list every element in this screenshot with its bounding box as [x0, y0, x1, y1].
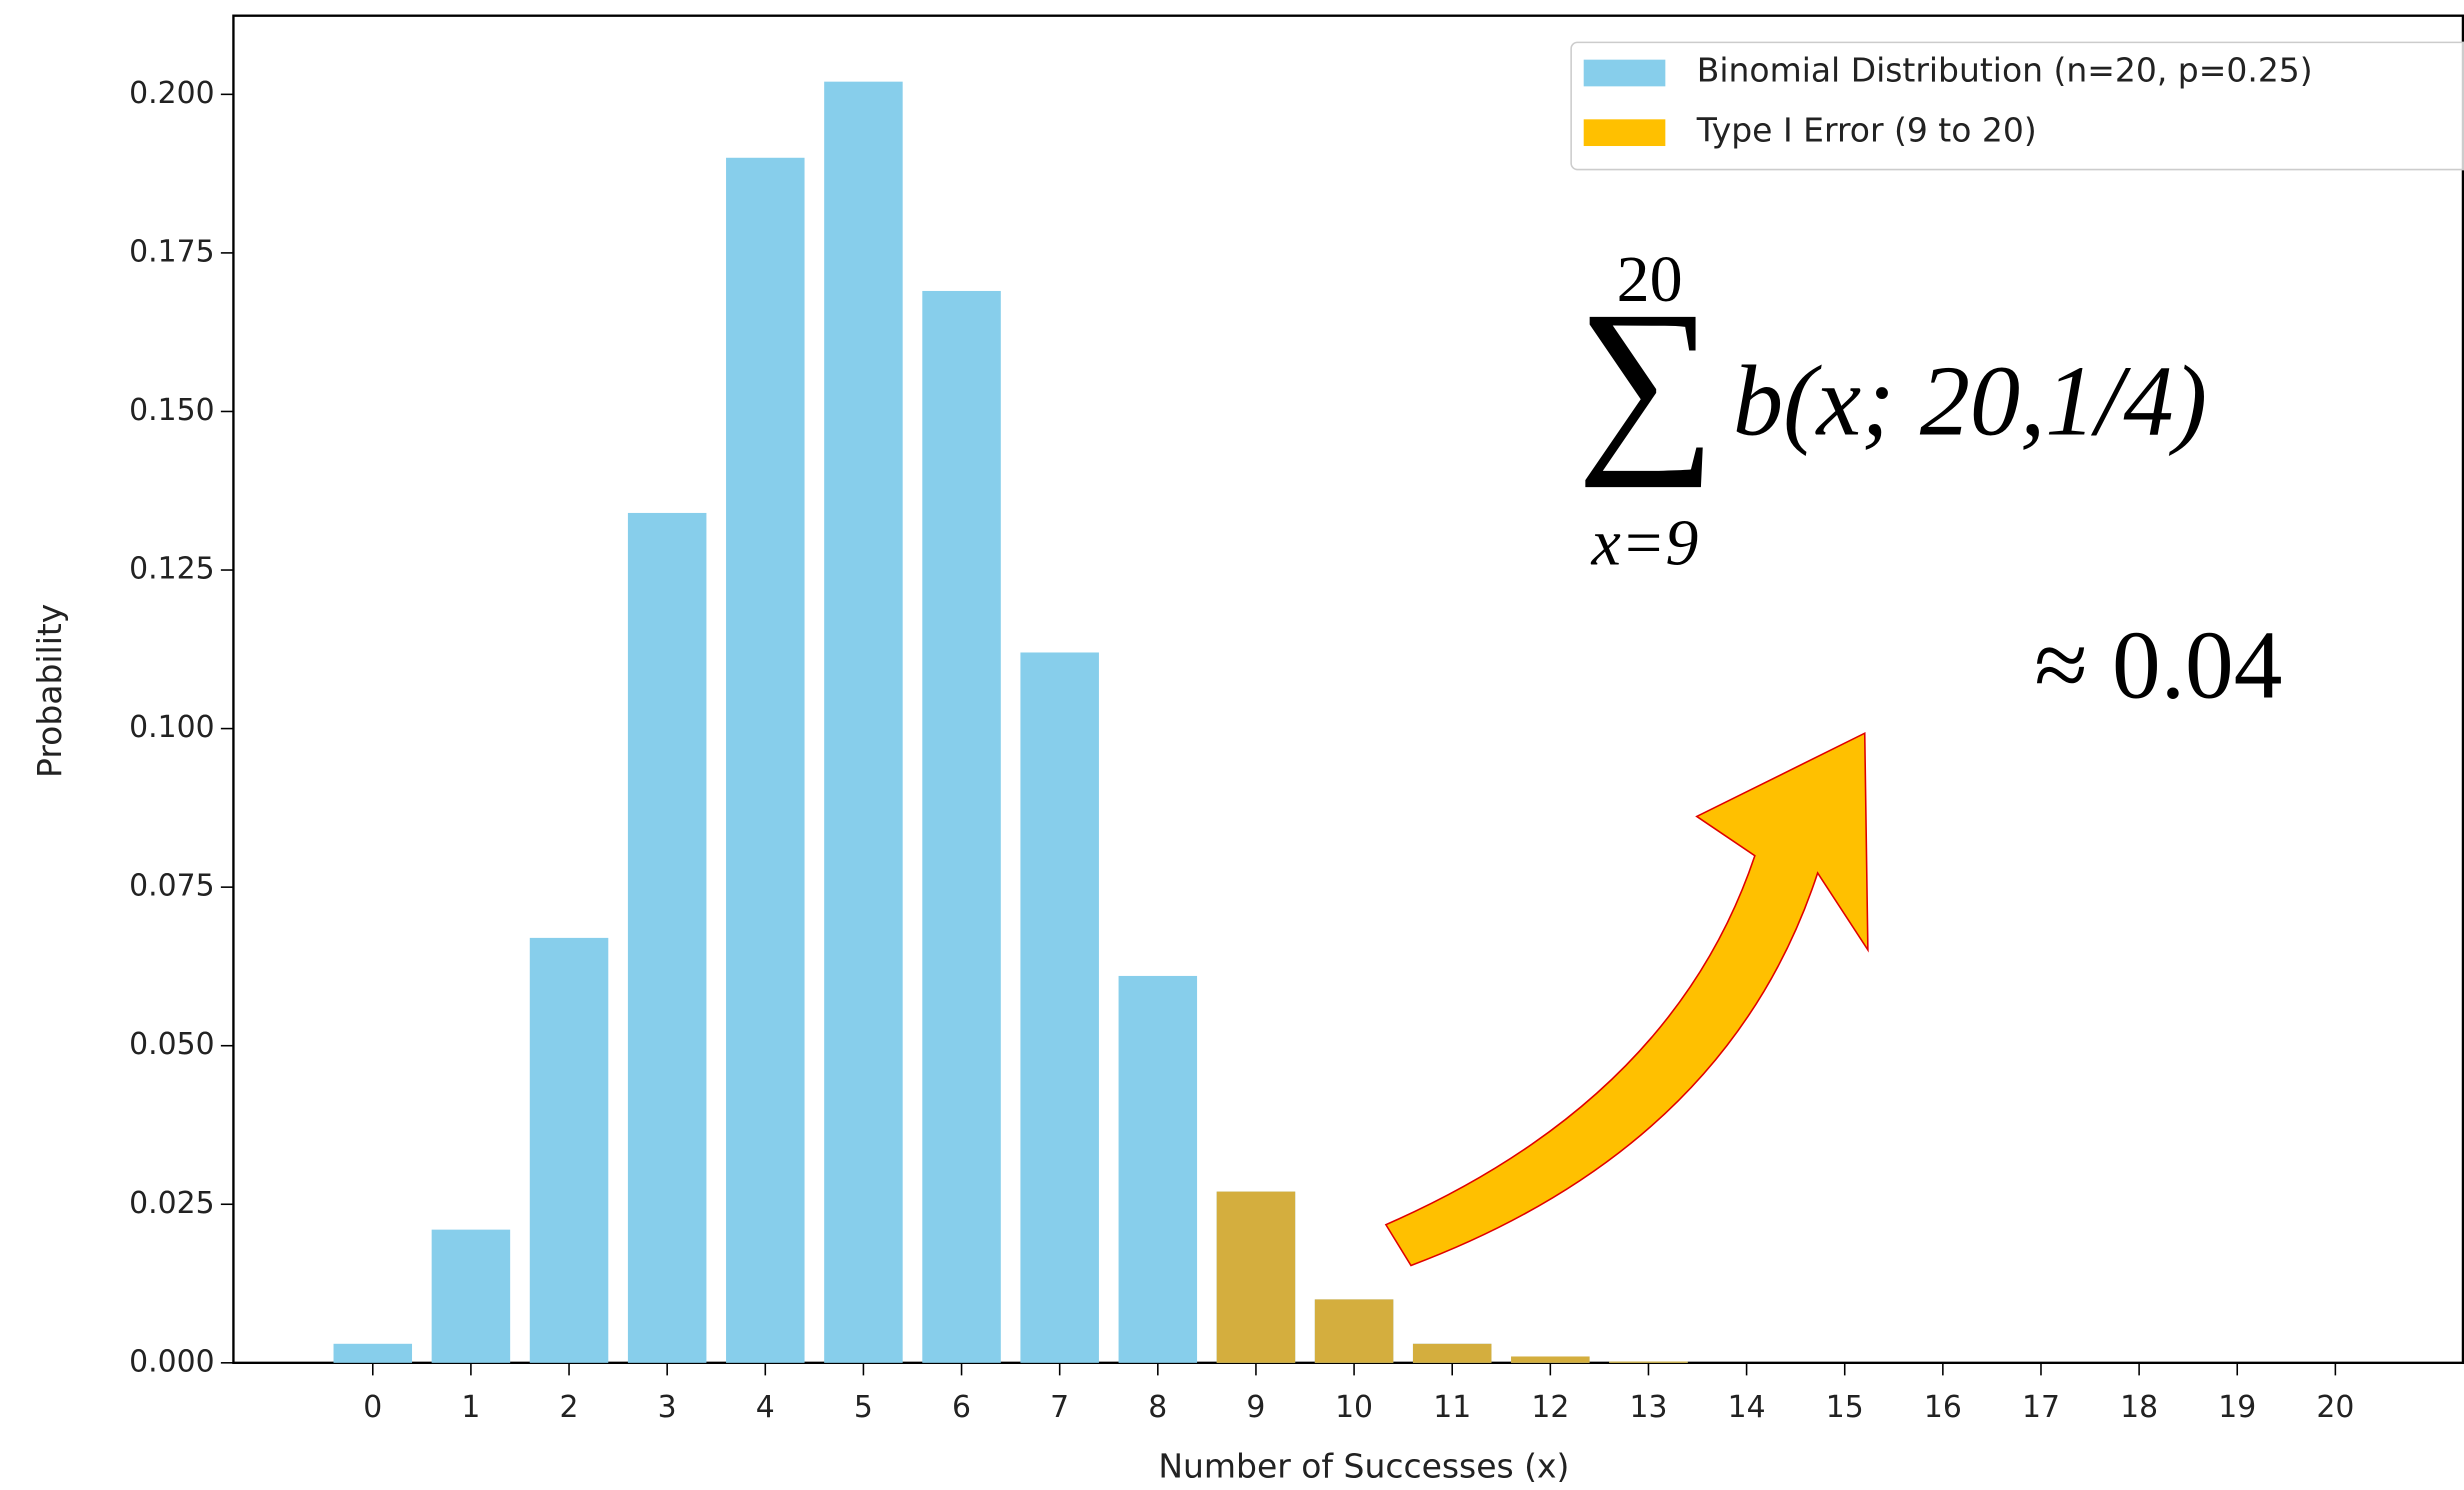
bar	[726, 157, 805, 1363]
bar	[1609, 1361, 1688, 1363]
y-tick-label: 0.125	[129, 552, 214, 587]
legend-label: Type I Error (9 to 20)	[1696, 110, 2037, 149]
x-tick-label: 16	[1924, 1390, 1962, 1425]
bar	[1216, 1191, 1296, 1363]
bar	[824, 81, 903, 1363]
y-tick-label: 0.075	[129, 869, 214, 904]
bar	[1020, 652, 1099, 1363]
x-tick-label: 0	[363, 1390, 382, 1425]
legend-swatch	[1583, 119, 1666, 147]
x-tick-label: 13	[1629, 1390, 1667, 1425]
arrow	[1384, 731, 1869, 1267]
bar	[627, 512, 707, 1363]
x-tick-label: 14	[1728, 1390, 1766, 1425]
x-tick-label: 10	[1335, 1390, 1373, 1425]
bar	[1314, 1299, 1394, 1363]
legend-label: Binomial Distribution (n=20, p=0.25)	[1697, 51, 2313, 90]
sum-term: b(x; 20,1/4)	[1733, 344, 2207, 456]
x-tick-label: 5	[854, 1390, 873, 1425]
y-tick-label: 0.100	[129, 710, 214, 745]
x-tick-label: 1	[461, 1390, 480, 1425]
bar	[1118, 975, 1198, 1363]
x-tick-label: 8	[1148, 1390, 1167, 1425]
result: ≈ 0.04	[2034, 611, 2282, 719]
x-tick-label: 6	[952, 1390, 971, 1425]
plot: 0.000 0.025 0.050 0.075 0.100 0.125 0.150 0.175…	[129, 14, 2464, 1425]
legend: Binomial Distribution (n=20, p=0.25) Type…	[1570, 41, 2464, 171]
y-tick-label: 0.050	[129, 1027, 214, 1062]
x-tick-label: 20	[2316, 1390, 2354, 1425]
sum-upper: 20	[1617, 243, 1683, 316]
x-tick-label: 3	[658, 1390, 677, 1425]
x-tick-label: 17	[2022, 1390, 2060, 1425]
sum-symbol: ∑	[1577, 271, 1717, 488]
bar	[431, 1229, 511, 1363]
x-tick-label: 15	[1826, 1390, 1864, 1425]
x-tick-label: 7	[1050, 1390, 1069, 1425]
y-axis-label: Probability	[30, 604, 69, 778]
x-tick-label: 4	[756, 1390, 775, 1425]
legend-swatch	[1583, 59, 1666, 87]
x-tick-label: 12	[1531, 1390, 1569, 1425]
y-tick-label: 0.000	[129, 1344, 214, 1379]
sum-lower: x=9	[1591, 507, 1699, 580]
y-tick-label: 0.200	[129, 76, 214, 111]
bar	[1511, 1356, 1590, 1363]
x-tick-label: 19	[2218, 1390, 2256, 1425]
bar	[529, 937, 609, 1363]
x-tick-label: 9	[1246, 1390, 1265, 1425]
x-axis-label: Number of Successes (x)	[1158, 1447, 1569, 1486]
x-tick-label: 18	[2120, 1390, 2158, 1425]
y-tick-label: 0.025	[129, 1186, 214, 1221]
bar	[1412, 1343, 1492, 1363]
y-tick-label: 0.150	[129, 393, 214, 428]
x-tick-label: 11	[1433, 1390, 1471, 1425]
y-tick-label: 0.175	[129, 234, 214, 269]
bar	[333, 1343, 413, 1363]
legend-box	[1570, 41, 2464, 171]
bar	[922, 290, 1001, 1363]
x-tick-label: 2	[560, 1390, 579, 1425]
